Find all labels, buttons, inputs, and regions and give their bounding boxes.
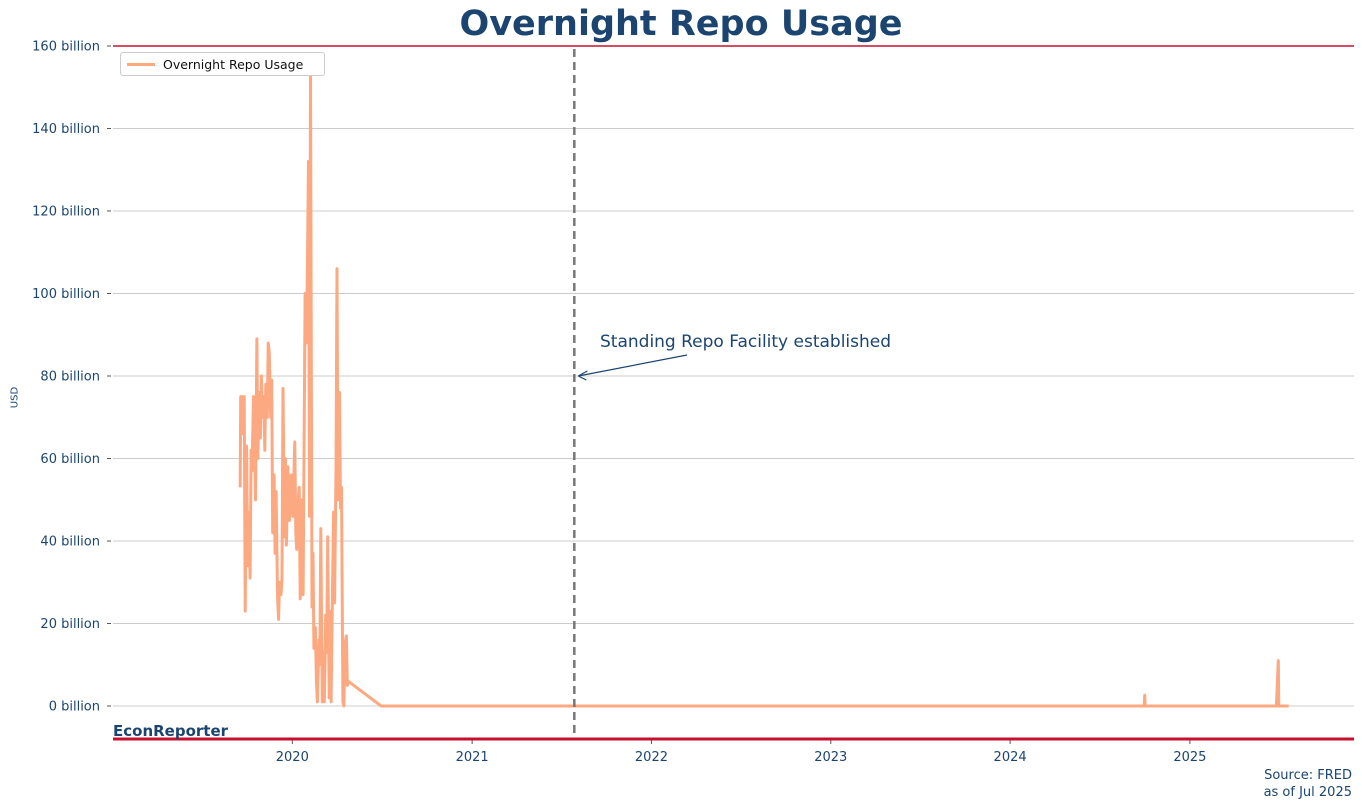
x-tick-label: 2021 bbox=[456, 750, 489, 765]
y-tick-label: 120 billion bbox=[32, 205, 100, 220]
y-tick-label: 40 billion bbox=[40, 535, 100, 550]
y-tick-label: 160 billion bbox=[32, 40, 100, 55]
y-tick-label: 80 billion bbox=[40, 370, 100, 385]
legend-swatch bbox=[127, 62, 155, 66]
chart-title: Overnight Repo Usage bbox=[459, 4, 903, 44]
date-line: as of Jul 2025 bbox=[1263, 785, 1352, 800]
y-tick-label: 100 billion bbox=[32, 287, 100, 302]
y-tick-label: 0 billion bbox=[49, 700, 100, 715]
annotation-arrowhead bbox=[578, 370, 588, 381]
legend-label: Overnight Repo Usage bbox=[163, 56, 304, 72]
y-tick-label: 20 billion bbox=[40, 617, 100, 632]
x-tick-label: 2020 bbox=[276, 750, 309, 765]
y-axis-label: USD bbox=[9, 386, 21, 409]
series-lines bbox=[238, 65, 1289, 708]
x-tick-label: 2023 bbox=[814, 750, 847, 765]
annotation-arrow bbox=[578, 354, 688, 377]
y-tick-label: 140 billion bbox=[32, 122, 100, 137]
source-line: Source: FRED bbox=[1264, 768, 1352, 783]
x-tick-labels: 2020 2021 2022 2023 2024 2025 bbox=[276, 740, 1206, 765]
brand-logo-text: EconReporter bbox=[113, 722, 229, 740]
y-tick-label: 60 billion bbox=[40, 452, 100, 467]
annotation-text: Standing Repo Facility established bbox=[600, 332, 892, 352]
x-tick-label: 2022 bbox=[635, 750, 668, 765]
y-tick-labels: 0 billion 20 billion 40 billion 60 billion 8… bbox=[32, 40, 111, 715]
grid-lines bbox=[113, 45, 1354, 707]
series-line bbox=[238, 65, 1289, 708]
x-tick-label: 2025 bbox=[1173, 750, 1206, 765]
x-tick-label: 2024 bbox=[994, 750, 1027, 765]
chart-decorations bbox=[113, 45, 1354, 741]
legend: Overnight Repo Usage bbox=[120, 52, 325, 76]
source-note: Source: FRED as of Jul 2025 bbox=[1264, 767, 1352, 801]
